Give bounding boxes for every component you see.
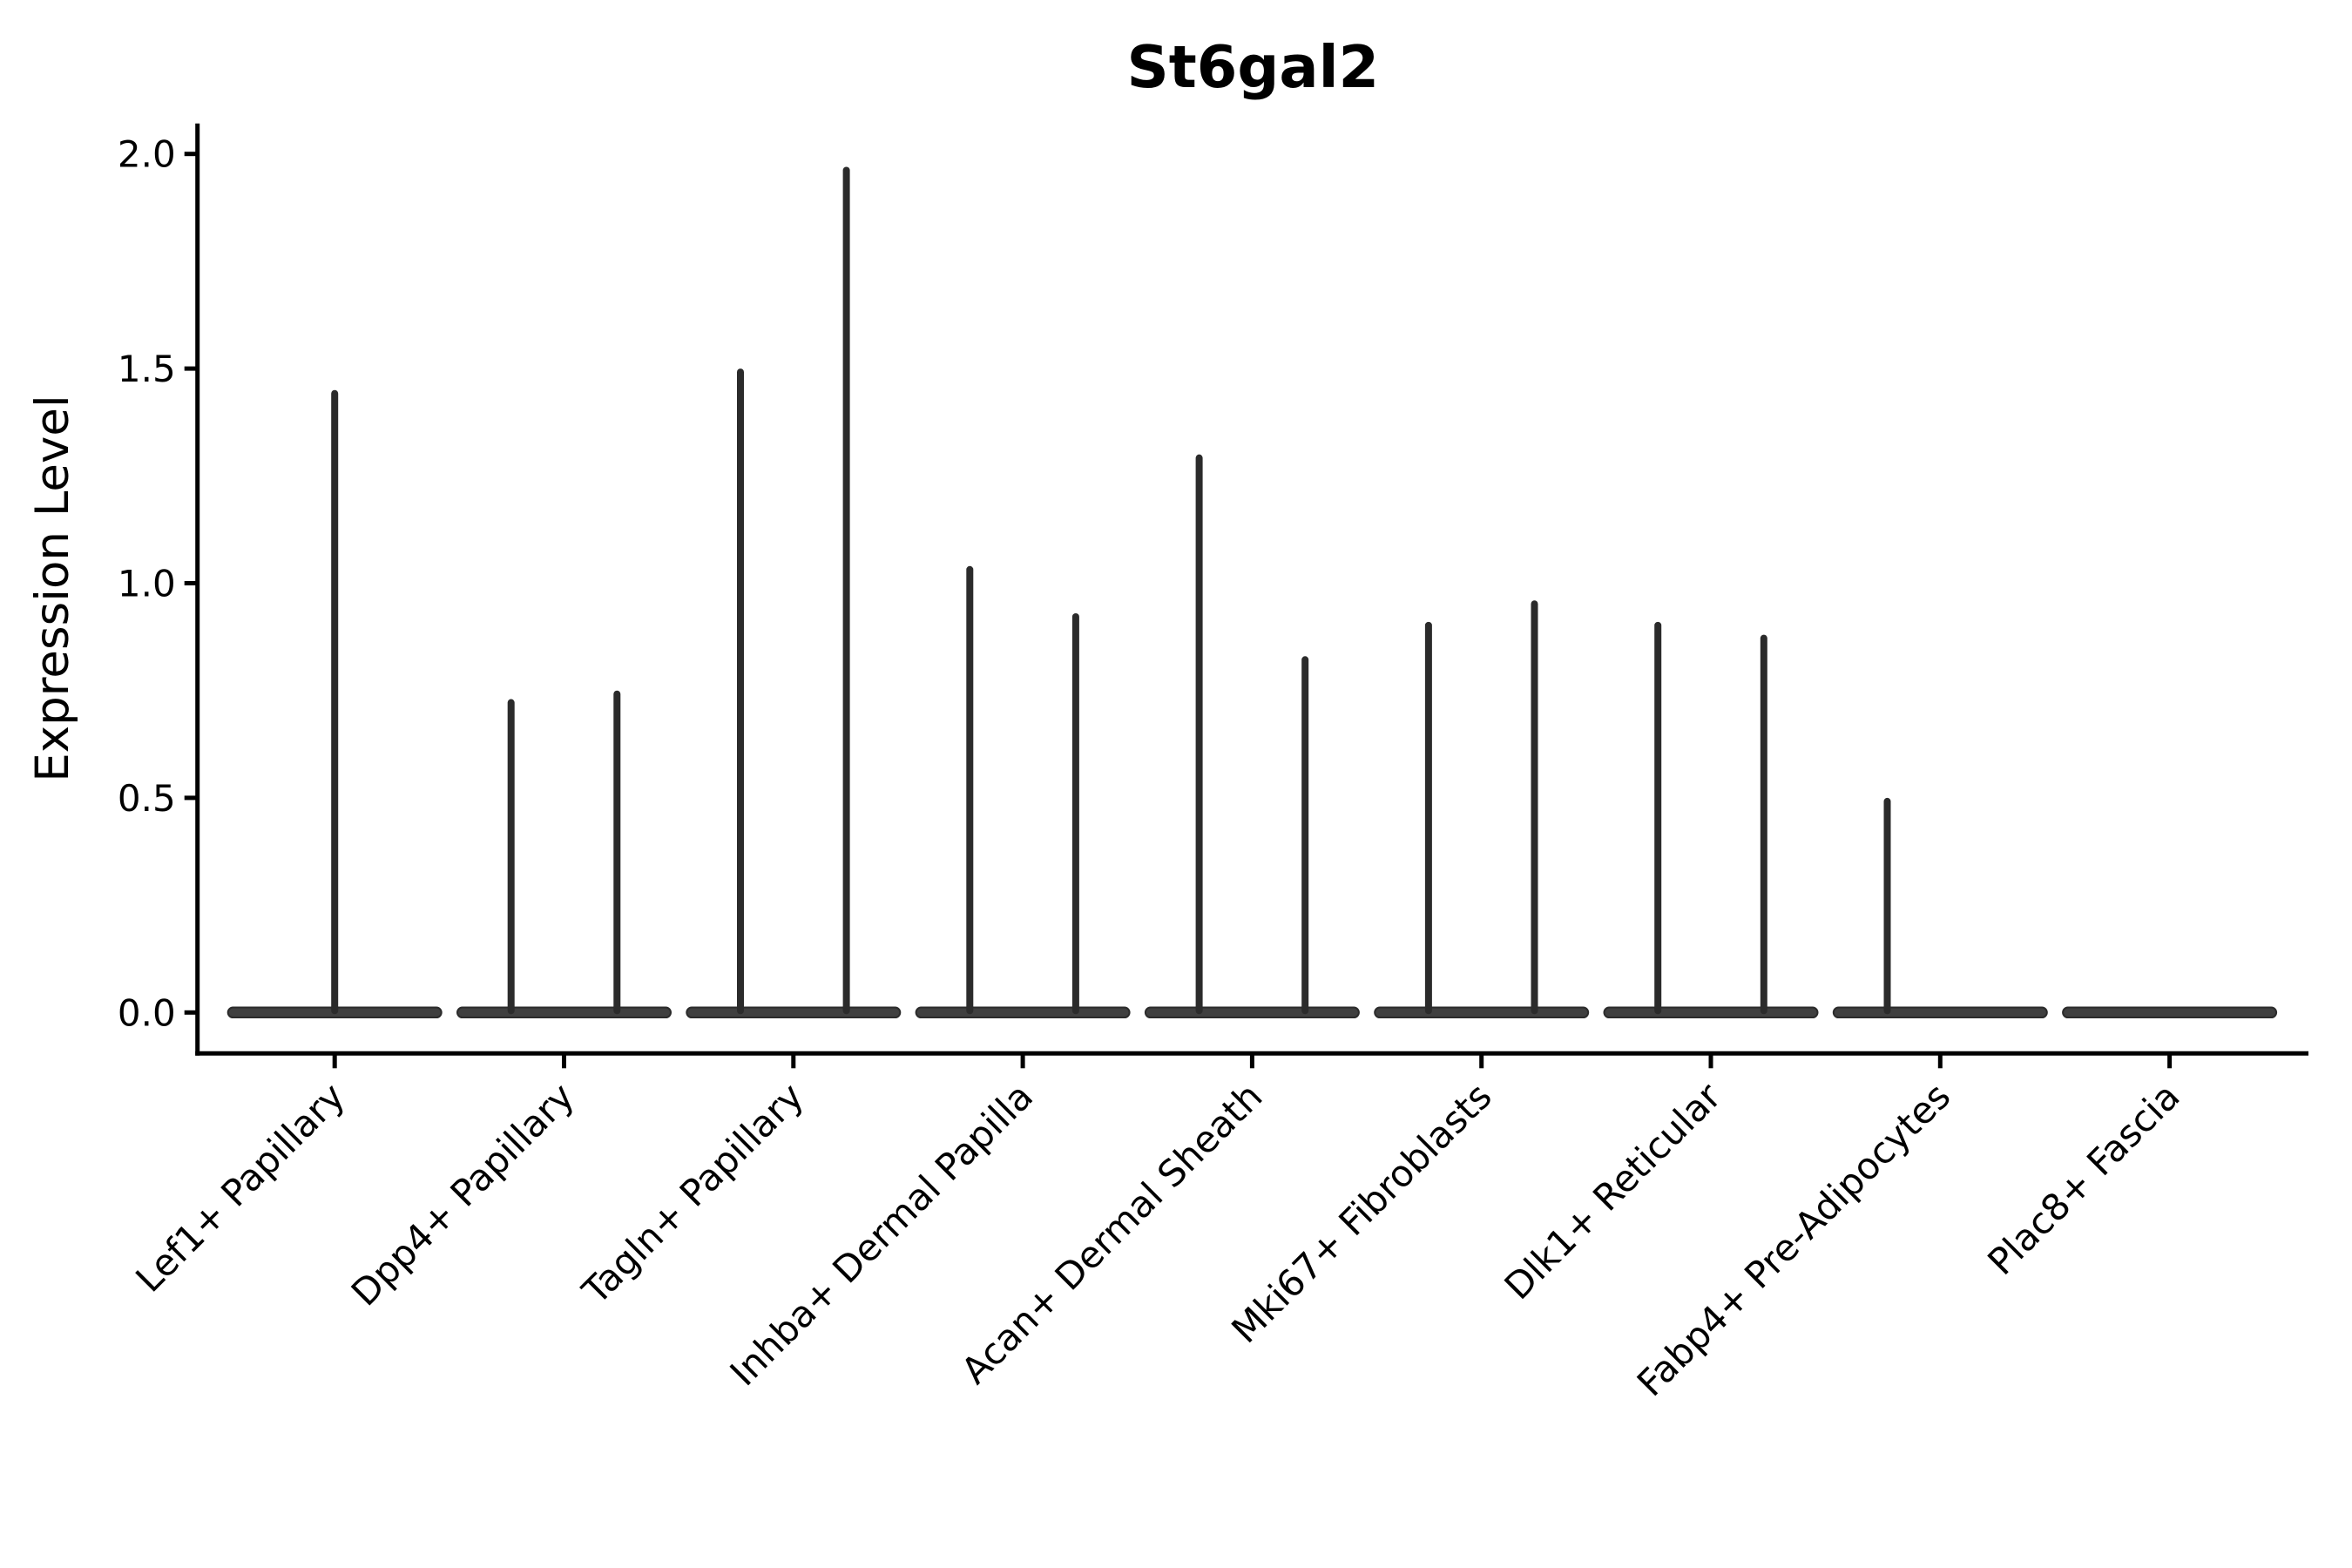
y-tick-label: 1.5 — [118, 348, 176, 390]
violin — [226, 389, 443, 1019]
violin — [1144, 454, 1360, 1019]
violin-base-disc — [2062, 1006, 2278, 1019]
y-tick-label: 2.0 — [118, 133, 176, 176]
x-tick-label: Tagln+ Papillary — [573, 1075, 811, 1313]
violin-base-disc — [915, 1006, 1131, 1019]
violin — [1374, 600, 1590, 1019]
chart-title: St6gal2 — [1127, 33, 1380, 101]
violin — [1832, 797, 2048, 1019]
x-tick-label: Mki67+ Fibroblasts — [1223, 1075, 1499, 1351]
y-axis-ticks-group: 0.0 0.5 1.0 1.5 2.0 — [118, 133, 198, 1034]
violin-base-disc — [1374, 1006, 1590, 1019]
violin — [915, 565, 1131, 1019]
violin-base-disc — [1603, 1006, 1819, 1019]
y-axis-label: Expression Level — [26, 395, 79, 781]
violin — [686, 166, 902, 1019]
violin-base-disc — [1144, 1006, 1360, 1019]
violins-group — [226, 166, 2278, 1019]
violin-base-disc — [1832, 1006, 2048, 1019]
violin — [2062, 1006, 2278, 1019]
violin — [456, 690, 672, 1019]
y-tick-label: 1.0 — [118, 563, 176, 605]
x-tick-label: Dlk1+ Reticular — [1497, 1074, 1730, 1308]
violin-base-disc — [686, 1006, 902, 1019]
x-tick-label: Dpp4+ Papillary — [343, 1075, 583, 1315]
y-tick-label: 0.0 — [118, 991, 176, 1034]
violin — [1603, 621, 1819, 1019]
x-tick-label: Lef1+ Papillary — [127, 1075, 353, 1301]
y-tick-label: 0.5 — [118, 777, 176, 820]
x-tick-label: Plac8+ Fascia — [1979, 1075, 2187, 1283]
violin-base-disc — [456, 1006, 672, 1019]
